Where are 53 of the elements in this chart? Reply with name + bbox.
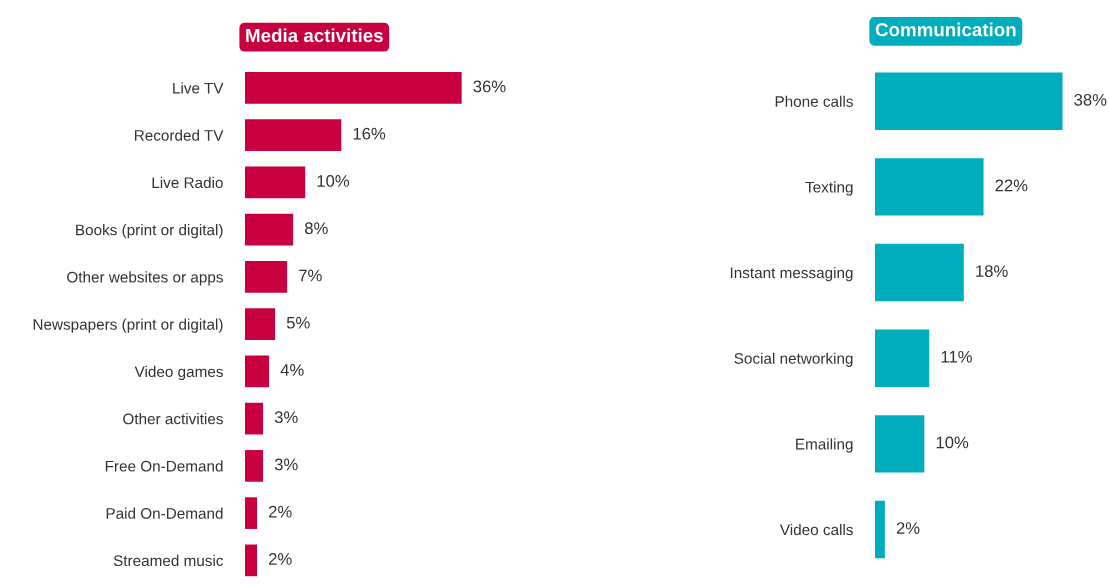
data-label: 22% <box>995 179 1028 192</box>
y-tick-label: Live Radio <box>152 176 223 189</box>
bar <box>245 355 270 388</box>
y-tick-label: Free On-Demand <box>105 460 223 472</box>
y-tick-label: Other activities <box>123 413 223 425</box>
bar <box>875 72 1063 130</box>
y-tick-label: Other websites or apps <box>67 271 223 286</box>
data-label: 10% <box>936 436 969 449</box>
bar <box>245 261 288 293</box>
data-label: 16% <box>353 127 386 140</box>
bar <box>245 72 462 104</box>
data-label: 18% <box>976 265 1008 278</box>
data-label: 3% <box>274 411 298 424</box>
data-label: 11% <box>941 350 972 363</box>
bar <box>875 500 885 559</box>
data-label: 7% <box>299 269 322 282</box>
bar <box>245 402 264 435</box>
chart-title: Media activities <box>246 28 383 43</box>
y-tick-label: Paid On-Demand <box>106 507 223 519</box>
bar <box>875 329 930 387</box>
chart-title: Communication <box>875 22 1016 37</box>
y-tick-label: Emailing <box>796 438 853 453</box>
y-tick-label: Instant messaging <box>730 267 853 282</box>
data-label: 2% <box>268 505 292 518</box>
y-tick-label: Texting <box>805 181 853 196</box>
data-label: 3% <box>274 458 298 471</box>
data-label: 10% <box>317 175 350 187</box>
bar <box>245 497 258 529</box>
bar <box>875 415 925 473</box>
data-label: 36% <box>473 80 506 93</box>
y-tick-label: Phone calls <box>775 95 853 107</box>
bar <box>245 308 276 340</box>
bar <box>245 213 294 246</box>
bar <box>245 166 306 199</box>
data-label: 8% <box>304 222 328 235</box>
y-tick-label: Books (print or digital) <box>76 224 223 239</box>
bar <box>245 450 264 482</box>
y-tick-label: Recorded TV <box>134 129 224 141</box>
y-tick-label: Streamed music <box>113 554 224 567</box>
y-tick-label: Social networking <box>734 352 853 367</box>
y-tick-label: Live TV <box>173 82 224 94</box>
data-label: 38% <box>1074 93 1107 106</box>
y-tick-label: Video calls <box>779 523 853 536</box>
data-label: 5% <box>286 316 310 329</box>
bar <box>245 119 342 151</box>
data-label: 2% <box>896 522 920 534</box>
data-label: 2% <box>268 553 292 565</box>
bar <box>875 158 984 216</box>
bar <box>245 544 258 577</box>
y-tick-label: Newspapers (print or digital) <box>33 318 223 333</box>
y-tick-label: Video games <box>134 365 223 381</box>
data-label: 4% <box>280 364 304 376</box>
bar <box>875 243 964 302</box>
